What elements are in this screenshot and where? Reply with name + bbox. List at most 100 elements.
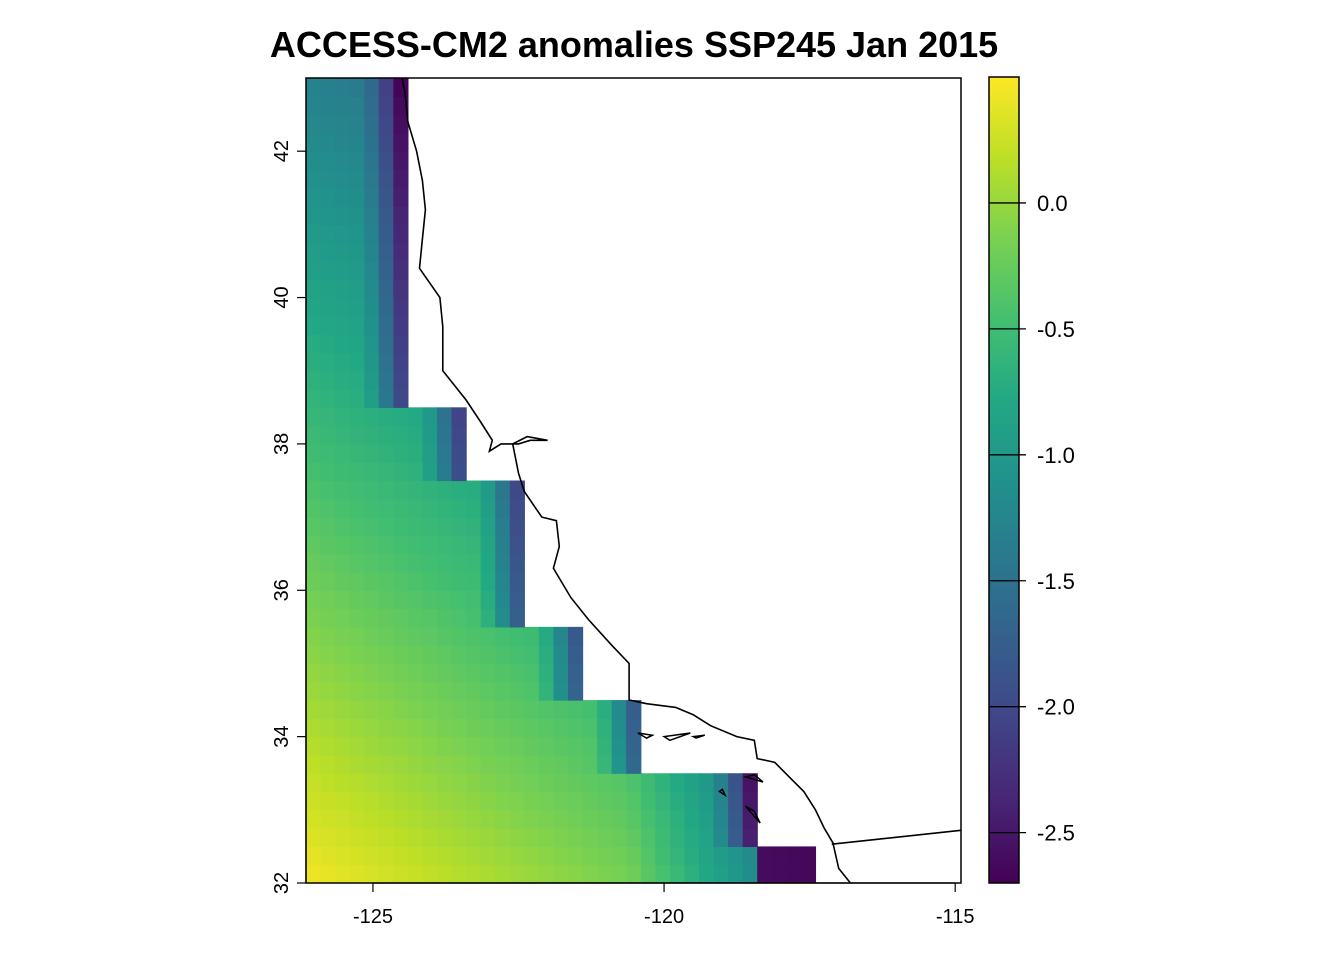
heatmap-cell — [306, 242, 322, 262]
heatmap-cell — [320, 663, 336, 683]
heatmap-cell — [349, 498, 365, 518]
heatmap-cell — [364, 535, 380, 555]
heatmap-cell — [568, 718, 584, 738]
heatmap-cell — [335, 498, 351, 518]
heatmap-cell — [407, 407, 424, 427]
heatmap-cell — [378, 407, 394, 427]
heatmap-cell — [422, 791, 438, 811]
heatmap-cell — [495, 571, 511, 591]
heatmap-cell — [699, 846, 715, 866]
heatmap-cell — [393, 590, 409, 610]
heatmap-cell — [349, 132, 365, 152]
heatmap-cell — [364, 645, 380, 665]
heatmap-cell — [626, 809, 642, 829]
heatmap-cell — [364, 553, 380, 573]
heatmap-cell — [335, 590, 351, 610]
heatmap-cell — [684, 864, 700, 883]
heatmap-cell — [306, 260, 322, 280]
heatmap-cell — [582, 754, 598, 774]
heatmap-cell — [335, 425, 351, 445]
heatmap-cell — [393, 370, 409, 390]
heatmap-cell — [538, 864, 555, 883]
heatmap-cell — [699, 828, 715, 848]
heatmap-cell — [495, 718, 511, 738]
heatmap-cell — [626, 754, 642, 774]
heatmap-cell — [393, 864, 409, 883]
heatmap-cell — [786, 864, 802, 883]
heatmap-cell — [524, 663, 540, 683]
heatmap-cell — [422, 571, 438, 591]
heatmap-cell — [553, 626, 569, 646]
heatmap-cell — [349, 718, 365, 738]
heatmap-cell — [378, 443, 394, 463]
heatmap-cell — [393, 407, 409, 427]
heatmap-cell — [568, 773, 584, 793]
heatmap-cell — [378, 242, 394, 262]
heatmap-cell — [742, 846, 758, 866]
heatmap-cell — [466, 498, 482, 518]
heatmap-cell — [364, 517, 380, 536]
heatmap-cell — [524, 828, 540, 848]
heatmap-cell — [378, 352, 394, 372]
heatmap-cell — [349, 169, 365, 189]
heatmap-cell — [306, 114, 322, 134]
heatmap-cell — [422, 809, 438, 829]
heatmap-cell — [378, 663, 394, 683]
heatmap-cell — [466, 480, 482, 500]
heatmap-cell — [626, 718, 642, 738]
heatmap-cell — [582, 846, 598, 866]
heatmap-cell — [320, 169, 336, 189]
heatmap-cell — [378, 846, 394, 866]
heatmap-cell — [538, 791, 555, 811]
heatmap-cell — [320, 206, 336, 225]
island-outline — [661, 732, 691, 742]
heatmap-cell — [422, 736, 438, 756]
heatmap-cell — [335, 718, 351, 738]
heatmap-cell — [306, 553, 322, 573]
heatmap-cell — [451, 681, 467, 701]
heatmap-cell — [582, 700, 598, 719]
heatmap-cell — [393, 462, 409, 482]
heatmap-cell — [378, 206, 394, 225]
heatmap-cell — [480, 700, 496, 719]
heatmap-cell — [407, 498, 424, 518]
heatmap-cell — [597, 736, 613, 756]
heatmap-cell — [509, 828, 525, 848]
heatmap-cell — [568, 828, 584, 848]
heatmap-cell — [407, 480, 424, 500]
heatmap-cell — [378, 297, 394, 317]
heatmap-cell — [451, 608, 467, 628]
heatmap-cell — [364, 96, 380, 116]
heatmap-cell — [306, 407, 322, 427]
heatmap-cell — [538, 663, 555, 683]
heatmap-cell — [349, 462, 365, 482]
heatmap-cell — [393, 626, 409, 646]
heatmap-cell — [640, 846, 656, 866]
heatmap-cell — [466, 681, 482, 701]
heatmap-cell — [626, 773, 642, 793]
heatmap-cell — [509, 553, 525, 573]
heatmap-cell — [378, 224, 394, 244]
heatmap-cell — [480, 791, 496, 811]
heatmap-cell — [524, 754, 540, 774]
heatmap-cell — [495, 828, 511, 848]
heatmap-cell — [451, 864, 467, 883]
heatmap-cell — [451, 462, 467, 482]
heatmap-cell — [335, 169, 351, 189]
heatmap-cell — [640, 864, 656, 883]
heatmap-cell — [364, 389, 380, 408]
heatmap-cell — [553, 809, 569, 829]
heatmap-cell — [669, 828, 686, 848]
heatmap-cell — [407, 590, 424, 610]
heatmap-cell — [480, 663, 496, 683]
heatmap-cell — [568, 645, 584, 665]
heatmap-cell — [509, 590, 525, 610]
heatmap-cell — [364, 260, 380, 280]
heatmap-cell — [509, 718, 525, 738]
heatmap-cell — [306, 681, 322, 701]
heatmap-cell — [495, 791, 511, 811]
heatmap-cell — [378, 279, 394, 299]
heatmap-cell — [349, 224, 365, 244]
heatmap-cell — [364, 809, 380, 829]
